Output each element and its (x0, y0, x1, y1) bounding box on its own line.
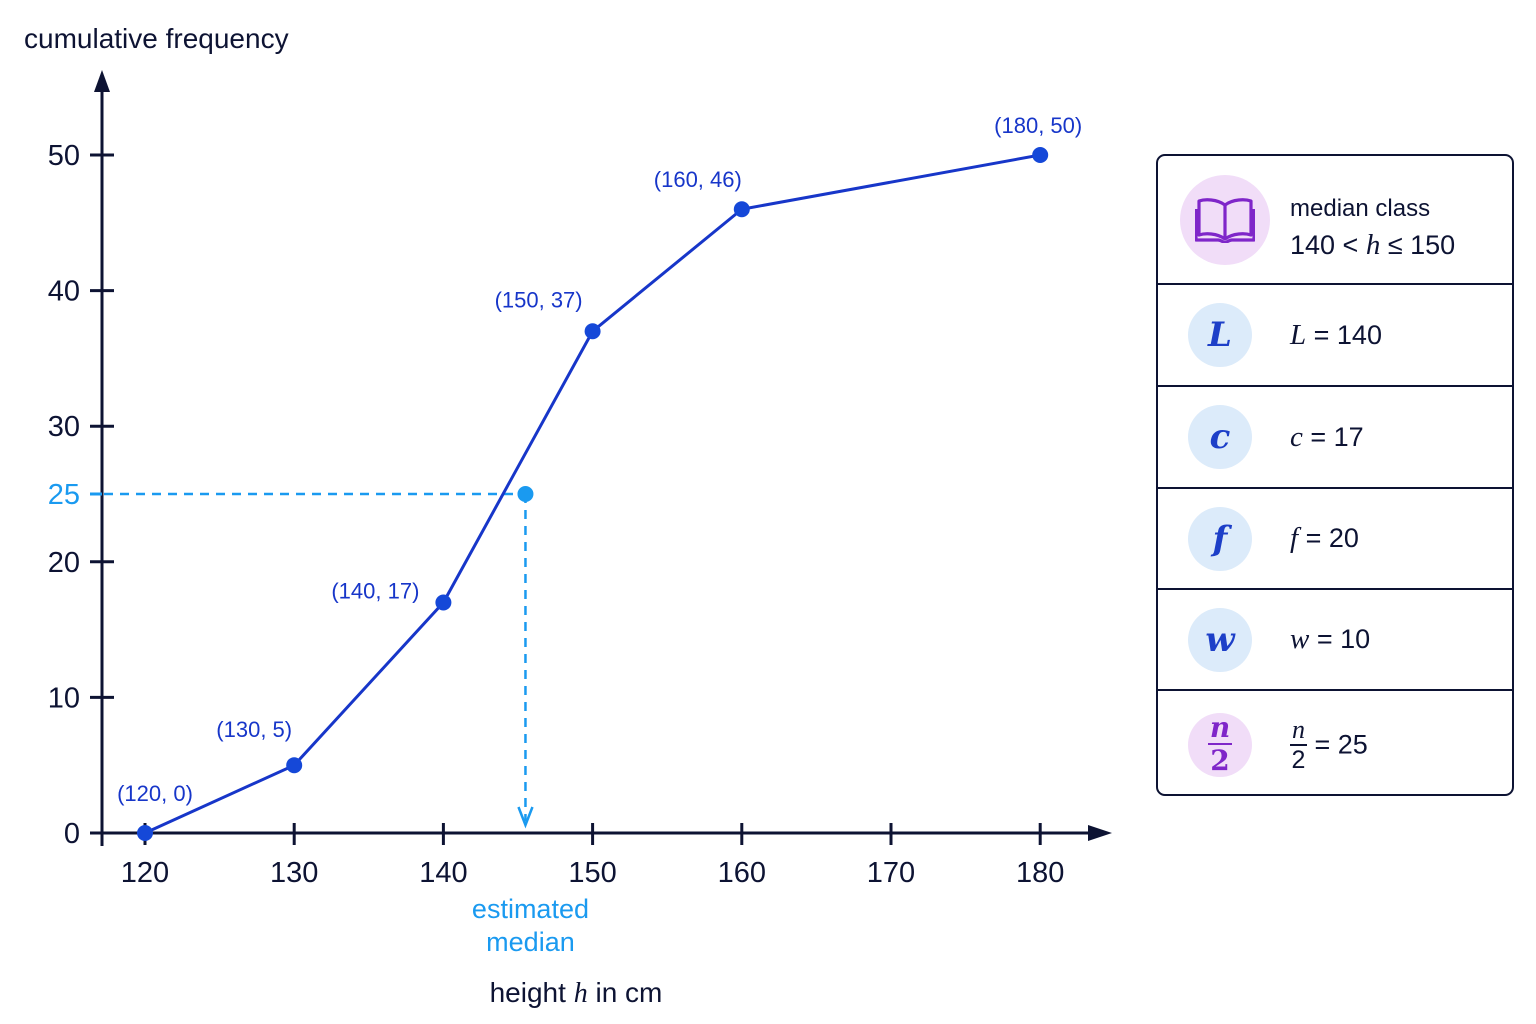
data-point-label: (140, 17) (331, 578, 419, 603)
class-width-value: w = 10 (1290, 623, 1371, 655)
cumulative-before-value: c = 17 (1290, 420, 1364, 453)
data-point (137, 825, 153, 841)
x-axis-arrow (1088, 825, 1112, 841)
y-tick-label: 40 (48, 276, 80, 308)
class-frequency-value: f = 20 (1290, 522, 1359, 554)
y-tick-label: 30 (48, 411, 80, 443)
x-tick-label: 120 (121, 857, 169, 889)
y-tick-label: 50 (48, 140, 80, 172)
median-class-range: 140 < h ≤ 150 (1290, 229, 1456, 261)
y-tick-label: 10 (48, 682, 80, 714)
x-tick-label: 130 (270, 857, 318, 889)
lower-boundary-value: L = 140 (1290, 318, 1382, 351)
median-point (517, 486, 534, 502)
x-tick-label: 140 (419, 857, 467, 889)
cumulative-frequency-line (144, 153, 1041, 835)
y-axis-title: cumulative frequency (24, 23, 289, 54)
data-point (435, 594, 452, 611)
data-point-label: (160, 46) (654, 167, 742, 192)
median-arrow-head (517, 806, 534, 829)
book-icon (1195, 197, 1255, 243)
median-label-line1: estimated (472, 894, 589, 924)
y-axis-arrow (94, 70, 110, 92)
median-class-row: median class 140 < h ≤ 150 (1158, 156, 1512, 285)
median-label-line2: median (486, 927, 575, 957)
data-point-label: (120, 0) (117, 781, 193, 806)
data-point (1032, 147, 1049, 163)
median-info-panel: median class 140 < h ≤ 150 L L = 140 c c… (1156, 154, 1514, 796)
data-point-label: (180, 50) (994, 113, 1082, 138)
y-tick-label: 0 (64, 818, 80, 850)
variable-w-badge: w (1188, 607, 1252, 672)
data-point-label: (130, 5) (216, 717, 292, 742)
x-tick-label: 160 (718, 857, 766, 889)
variable-l-badge: L (1188, 303, 1252, 367)
data-point (286, 757, 303, 774)
variable-f-badge: f (1188, 506, 1252, 571)
x-tick-label: 150 (568, 857, 616, 889)
lower-boundary-row: L L = 140 (1158, 285, 1512, 387)
median-class-label: median class (1290, 195, 1431, 222)
x-tick-label: 170 (867, 857, 915, 889)
class-frequency-row: f f = 20 (1158, 489, 1512, 590)
book-icon-badge (1180, 174, 1270, 265)
data-point (733, 201, 750, 218)
data-point-label: (150, 37) (495, 287, 583, 312)
variable-c-badge: c (1188, 405, 1252, 469)
cumulative-before-row: c c = 17 (1158, 387, 1512, 489)
y-tick-label: 20 (48, 547, 80, 579)
x-axis-title: height h in cm (490, 977, 663, 1009)
class-width-row: w w = 10 (1158, 590, 1512, 691)
x-tick-label: 180 (1016, 857, 1064, 889)
data-point (584, 323, 601, 340)
y-tick-label-highlight: 25 (48, 479, 80, 511)
